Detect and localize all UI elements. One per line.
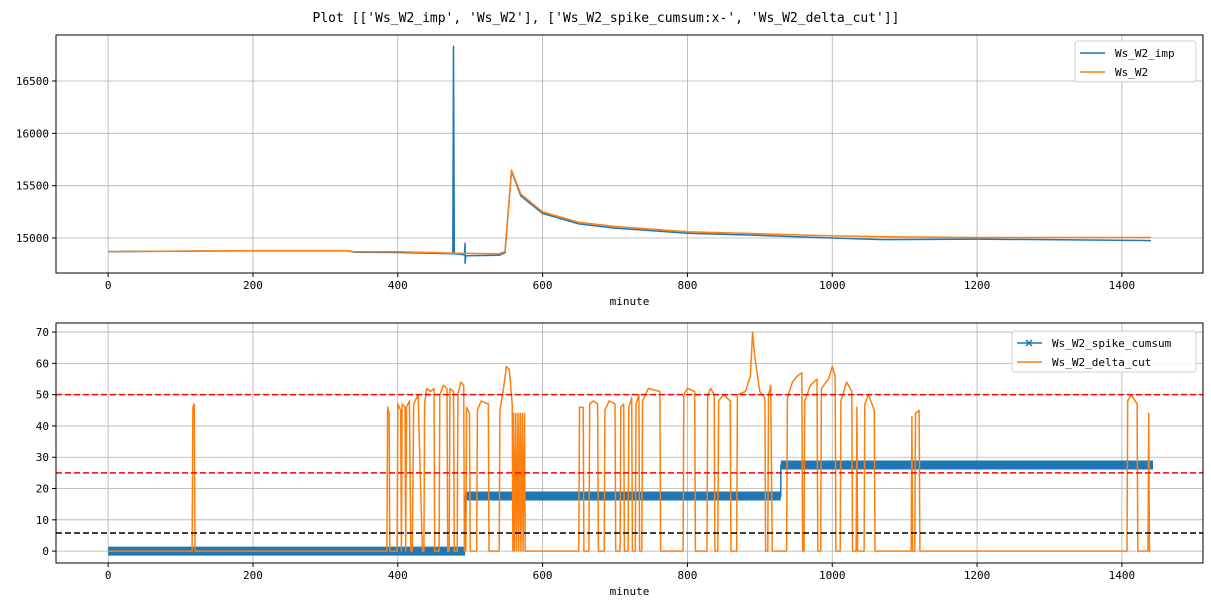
series-line-ws-w2-delta-cut: [108, 331, 1151, 552]
top-axes: 0 200 400 600 800 1000 1200 1400 15000 15500 16000…: [16, 34, 1204, 308]
legend-label: Ws_W2: [1115, 66, 1148, 79]
x-tick-label: 800: [677, 279, 697, 292]
legend-x-marker-icon: [1025, 339, 1033, 347]
plot-area: [56, 331, 1203, 556]
y-tick-label: 10: [36, 514, 49, 527]
x-tick-label: 1000: [819, 569, 846, 582]
x-tick-label: 0: [105, 569, 112, 582]
plot-area: [108, 45, 1151, 264]
y-tick-label: 20: [36, 483, 49, 496]
figure-title: Plot [['Ws_W2_imp', 'Ws_W2'], ['Ws_W2_sp…: [313, 11, 900, 26]
x-tick-label: 400: [388, 569, 408, 582]
x-tick-label: 0: [105, 279, 112, 292]
legend-box: [1011, 330, 1197, 373]
y-tick-label: 40: [36, 420, 49, 433]
x-tick-label: 1400: [1109, 569, 1136, 582]
series-line-ws-w2-spike-cumsum: [108, 464, 1153, 552]
x-tick-label: 600: [533, 569, 553, 582]
y-tick-label: 60: [36, 357, 49, 370]
legend: Ws_W2_imp Ws_W2: [1074, 40, 1197, 83]
axes-frame: [55, 322, 1204, 564]
legend: Ws_W2_spike_cumsum Ws_W2_delta_cut: [1011, 330, 1197, 373]
x-tick-label: 200: [243, 569, 263, 582]
y-tick-label: 0: [42, 545, 49, 558]
x-tick-label: 1200: [964, 569, 991, 582]
y-tick-label: 50: [36, 389, 49, 402]
legend-label: Ws_W2_imp: [1115, 47, 1175, 60]
legend-label: Ws_W2_delta_cut: [1052, 356, 1151, 369]
series-line-ws-w2: [108, 169, 1151, 255]
y-tick-label: 16500: [16, 75, 49, 88]
x-tick-label: 400: [388, 279, 408, 292]
x-tick-label: 600: [533, 279, 553, 292]
x-tick-label: 1200: [964, 279, 991, 292]
y-tick-label: 15500: [16, 180, 49, 193]
y-tick-label: 15000: [16, 232, 49, 245]
legend-label: Ws_W2_spike_cumsum: [1052, 337, 1172, 350]
x-tick-label: 800: [677, 569, 697, 582]
y-tick-label: 70: [36, 326, 49, 339]
x-axis-label: minute: [610, 585, 650, 598]
x-tick-label: 1000: [819, 279, 846, 292]
bottom-axes: 0 200 400 600 800 1000 1200 1400 0 10 20 30 40 50 60 70…: [36, 322, 1204, 598]
x-tick-label: 200: [243, 279, 263, 292]
y-tick-label: 16000: [16, 127, 49, 140]
y-tick-label: 30: [36, 451, 49, 464]
series-line-ws-w2-imp: [108, 45, 1151, 264]
x-axis-label: minute: [610, 295, 650, 308]
x-tick-label: 1400: [1109, 279, 1136, 292]
legend-box: [1074, 40, 1197, 83]
axes-frame: [55, 34, 1204, 274]
